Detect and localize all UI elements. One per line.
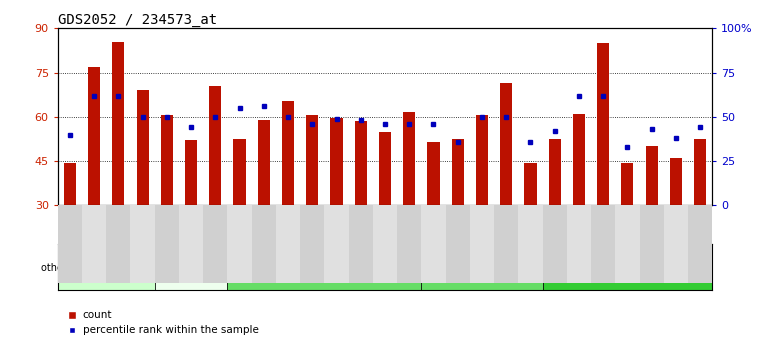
Bar xyxy=(209,86,222,205)
Text: mid secretory phase: mid secretory phase xyxy=(278,263,371,272)
Bar xyxy=(524,162,537,205)
Bar xyxy=(161,115,173,205)
Bar xyxy=(258,120,269,205)
Bar xyxy=(597,43,609,205)
Bar xyxy=(567,205,591,283)
Bar xyxy=(349,205,373,283)
Bar xyxy=(252,205,276,283)
Text: late secretory phase: late secretory phase xyxy=(436,263,528,272)
Bar xyxy=(82,205,106,283)
Legend: count, percentile rank within the sample: count, percentile rank within the sample xyxy=(63,306,263,339)
Bar xyxy=(179,205,203,283)
Bar xyxy=(573,114,585,205)
Bar xyxy=(591,205,615,283)
Text: proliferative phase: proliferative phase xyxy=(63,263,149,272)
Bar xyxy=(227,205,252,283)
Bar xyxy=(106,205,130,283)
Bar xyxy=(233,139,246,205)
Bar xyxy=(670,158,682,205)
Bar xyxy=(203,205,227,283)
Bar xyxy=(543,205,567,283)
Bar xyxy=(136,90,149,205)
Bar xyxy=(379,132,391,205)
Bar xyxy=(130,205,155,283)
Bar xyxy=(306,115,318,205)
Bar xyxy=(373,205,397,283)
Text: GDS2052 / 234573_at: GDS2052 / 234573_at xyxy=(58,13,217,27)
Bar xyxy=(470,205,494,283)
Bar xyxy=(664,205,688,283)
Bar xyxy=(227,244,421,290)
Bar xyxy=(694,139,706,205)
Bar xyxy=(355,121,367,205)
Bar xyxy=(58,205,82,283)
Bar xyxy=(500,83,512,205)
Bar xyxy=(615,205,640,283)
Bar xyxy=(645,146,658,205)
Bar xyxy=(276,205,300,283)
Bar xyxy=(446,205,470,283)
Text: other  ▶: other ▶ xyxy=(41,262,81,272)
Bar xyxy=(548,139,561,205)
Bar xyxy=(64,162,76,205)
Bar xyxy=(621,162,634,205)
Bar xyxy=(518,205,543,283)
Bar xyxy=(88,67,100,205)
Bar xyxy=(324,205,349,283)
Bar xyxy=(640,205,664,283)
Text: ambiguous phase: ambiguous phase xyxy=(588,263,668,272)
Bar xyxy=(58,244,155,290)
Bar xyxy=(330,118,343,205)
Bar xyxy=(185,141,197,205)
Bar xyxy=(397,205,421,283)
Bar xyxy=(688,205,712,283)
Bar xyxy=(155,244,227,290)
Text: early secretory
phase: early secretory phase xyxy=(157,258,226,277)
Bar xyxy=(282,101,294,205)
Bar xyxy=(155,205,179,283)
Bar xyxy=(427,142,440,205)
Bar xyxy=(112,42,125,205)
Bar xyxy=(452,139,464,205)
Bar xyxy=(494,205,518,283)
Bar xyxy=(421,244,543,290)
Bar xyxy=(421,205,446,283)
Bar xyxy=(403,113,415,205)
Bar xyxy=(300,205,324,283)
Bar xyxy=(476,115,488,205)
Bar xyxy=(543,244,712,290)
